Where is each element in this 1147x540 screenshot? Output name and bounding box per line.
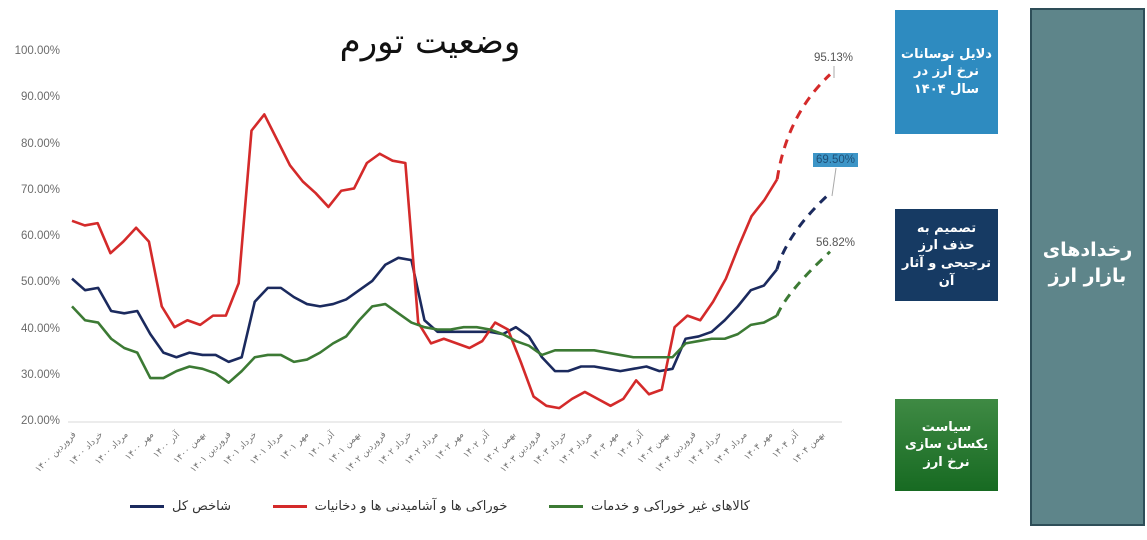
legend-swatch-total xyxy=(130,504,164,508)
legend-label-food: خوراکی ها و آشامیدنی ها و دخانیات xyxy=(314,498,508,514)
fx-unification-policy-label: سیاست یکسان سازی نرخ ارز xyxy=(904,419,989,470)
leader-line-total xyxy=(831,167,837,197)
y-tick-label: 40.00% xyxy=(20,322,60,335)
fx-volatility-reasons-label: دلایل نوسانات نرخ ارز در سال ۱۴۰۴ xyxy=(901,46,992,97)
series-line-2 xyxy=(71,302,778,384)
chart-title: وضعیت تورم xyxy=(339,22,521,62)
series-forecast-0 xyxy=(775,191,832,270)
preferential-fx-removal-box[interactable]: تصمیم به حذف ارز ترجیحی و آثار آن xyxy=(895,209,998,301)
series-line-0 xyxy=(71,256,778,373)
y-tick-label: 60.00% xyxy=(20,230,60,242)
y-tick-label: 70.00% xyxy=(20,183,60,196)
legend-label-total: شاخص کل xyxy=(172,498,231,514)
fx-market-events-label: رخدادهای بازار ارز xyxy=(1042,239,1133,287)
preferential-fx-removal-label: تصمیم به حذف ارز ترجیحی و آثار آن xyxy=(901,220,991,289)
series-line-1 xyxy=(71,113,779,410)
y-tick-label: 80.00% xyxy=(20,137,60,150)
data-label-nonfood-end: 56.82% xyxy=(816,237,856,249)
y-tick-label: 100.00% xyxy=(14,45,60,57)
series-forecast-2 xyxy=(775,250,832,317)
legend: کالاهای غیر خوراکی و خدمات خوراکی ها و آ… xyxy=(130,494,750,518)
y-tick-label: 20.00% xyxy=(20,415,60,427)
fx-volatility-reasons-box[interactable]: دلایل نوسانات نرخ ارز در سال ۱۴۰۴ xyxy=(895,10,998,134)
legend-item-nonfood: کالاهای غیر خوراکی و خدمات xyxy=(549,499,750,514)
legend-swatch-nonfood xyxy=(549,504,584,508)
data-label-food-end: 95.13% xyxy=(814,52,854,64)
y-tick-label: 90.00% xyxy=(20,91,60,104)
data-label-total-end: 69.50% xyxy=(813,153,859,167)
legend-item-food: خوراکی ها و آشامیدنی ها و دخانیات xyxy=(272,498,508,514)
fx-unification-policy-box[interactable]: سیاست یکسان سازی نرخ ارز xyxy=(895,399,998,491)
legend-swatch-food xyxy=(272,504,307,508)
y-tick-label: 30.00% xyxy=(20,368,60,381)
legend-label-nonfood: کالاهای غیر خوراکی و خدمات xyxy=(591,498,750,514)
y-tick-label: 50.00% xyxy=(20,276,60,289)
legend-item-total: شاخص کل xyxy=(130,499,231,514)
plot-area xyxy=(68,66,842,423)
fx-market-events-panel: رخدادهای بازار ارز xyxy=(1030,8,1145,526)
